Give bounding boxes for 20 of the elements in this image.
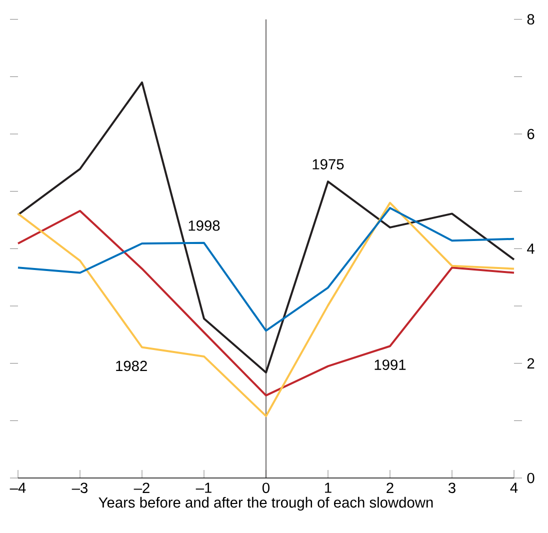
y-tick-label: 8 bbox=[527, 14, 534, 25]
x-tick-label: 0 bbox=[262, 482, 270, 494]
y-tick-label: 6 bbox=[527, 128, 534, 140]
x-tick-label: –4 bbox=[10, 482, 26, 493]
x-tick-label: –3 bbox=[72, 482, 88, 494]
annotation: 1998 bbox=[188, 220, 220, 231]
x-tick-label: –1 bbox=[196, 482, 212, 493]
x-tick-label: 2 bbox=[386, 482, 394, 493]
y-tick-label: 2 bbox=[527, 358, 534, 368]
x-tick-label: 3 bbox=[448, 482, 456, 494]
x-tick-label: –2 bbox=[134, 482, 150, 493]
y-tick-label: 0 bbox=[527, 472, 534, 484]
line-series bbox=[17, 206, 516, 332]
annotation: 1975 bbox=[312, 159, 344, 170]
y-tick-label: 4 bbox=[527, 244, 534, 254]
annotation: 1982 bbox=[116, 360, 147, 372]
annotation: 1991 bbox=[374, 360, 406, 370]
x-tick-label: 1 bbox=[325, 482, 332, 493]
x-tick-label: 4 bbox=[510, 482, 518, 493]
x-axis-title: Years before and after the trough of each slowdown bbox=[98, 496, 433, 511]
